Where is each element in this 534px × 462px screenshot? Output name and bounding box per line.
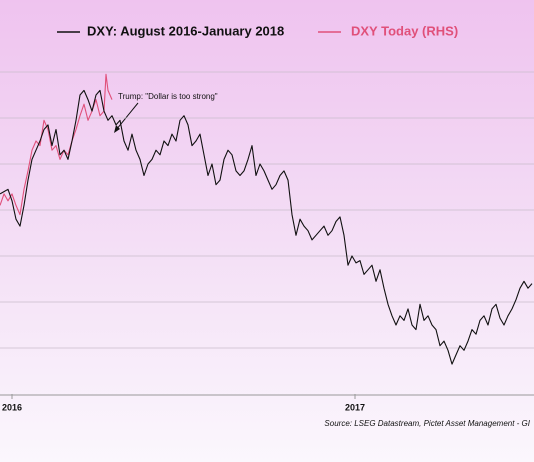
series-line <box>0 89 533 365</box>
x-tick-label: 2017 <box>345 402 365 412</box>
legend-label: DXY Today (RHS) <box>351 23 458 38</box>
legend-label: DXY: August 2016-January 2018 <box>87 23 284 38</box>
annotation-arrow <box>115 102 139 131</box>
arrow-head <box>114 125 120 133</box>
source: Source: LSEG Datastream, Pictet Asset Ma… <box>324 419 530 428</box>
annotation: Trump: "Dollar is too strong" <box>118 92 218 101</box>
x-tick-label: 2016 <box>2 402 22 412</box>
series-line <box>0 73 113 216</box>
